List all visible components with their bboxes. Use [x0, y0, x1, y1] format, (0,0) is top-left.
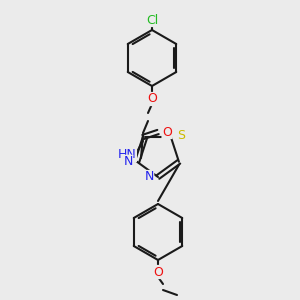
Text: Cl: Cl	[146, 14, 158, 26]
Text: O: O	[162, 125, 172, 139]
Text: O: O	[147, 92, 157, 106]
Text: S: S	[177, 129, 185, 142]
Text: O: O	[153, 266, 163, 278]
Text: N: N	[123, 155, 133, 168]
Text: HN: HN	[118, 148, 136, 161]
Text: N: N	[144, 170, 154, 184]
